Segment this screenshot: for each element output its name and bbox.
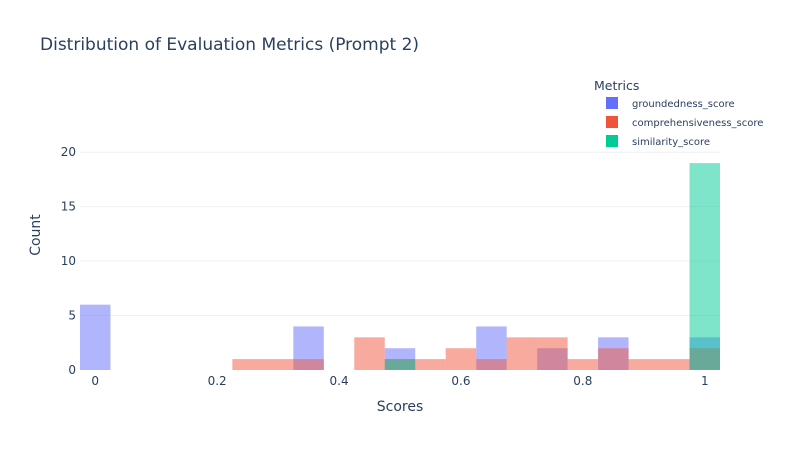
bar-comprehensiveness_score-3 [354,337,385,370]
bar-comprehensiveness_score-2 [293,359,324,370]
bar-comprehensiveness_score-9 [537,337,568,370]
bar-comprehensiveness_score-10 [567,359,599,370]
x-tick-label: 0.6 [451,374,470,388]
bar-comprehensiveness_score-8 [506,337,538,370]
bar-comprehensiveness_score-13 [659,359,690,370]
legend-swatch [606,97,618,109]
legend-swatch [606,116,618,128]
bars [80,163,720,370]
legend-label: similarity_score [632,137,710,148]
bar-groundedness_score-0 [80,304,111,370]
bar-comprehensiveness_score-12 [628,359,660,370]
bar-comprehensiveness_score-0 [232,359,263,370]
legend-title: Metrics [594,78,639,93]
x-tick-label: 0 [91,374,99,388]
x-tick-label: 0.8 [573,374,592,388]
x-tick-label: 1 [701,374,709,388]
chart-title: Distribution of Evaluation Metrics (Prom… [40,35,419,55]
bar-comprehensiveness_score-6 [445,348,477,370]
bar-similarity_score-0 [384,359,416,370]
gridlines [80,151,720,317]
y-tick-label: 0 [68,363,76,377]
y-axis-title: Count [28,214,44,256]
x-tick-label: 0.2 [208,374,227,388]
y-tick-label: 5 [68,309,76,323]
bar-comprehensiveness_score-11 [598,348,629,370]
y-tick-label: 20 [61,145,76,159]
y-axis-ticks: 0 5 10 15 20 [61,145,76,377]
bar-comprehensiveness_score-5 [415,359,446,370]
bar-comprehensiveness_score-1 [262,359,294,370]
series-similarity_score [384,163,720,370]
x-axis-title: Scores [377,399,424,415]
y-tick-label: 10 [61,254,76,268]
legend-swatch [606,135,618,147]
x-axis-ticks: 0 0.2 0.4 0.6 0.8 1 [91,374,708,388]
legend-label: comprehensiveness_score [632,118,763,129]
legend-items: groundedness_score comprehensiveness_scor… [606,97,763,148]
bar-comprehensiveness_score-7 [476,359,507,370]
y-tick-label: 15 [61,200,76,214]
legend: Metrics groundedness_score comprehensiven… [594,78,763,148]
legend-label: groundedness_score [632,99,735,110]
bar-similarity_score-1 [689,163,720,370]
x-tick-label: 0.4 [330,374,349,388]
